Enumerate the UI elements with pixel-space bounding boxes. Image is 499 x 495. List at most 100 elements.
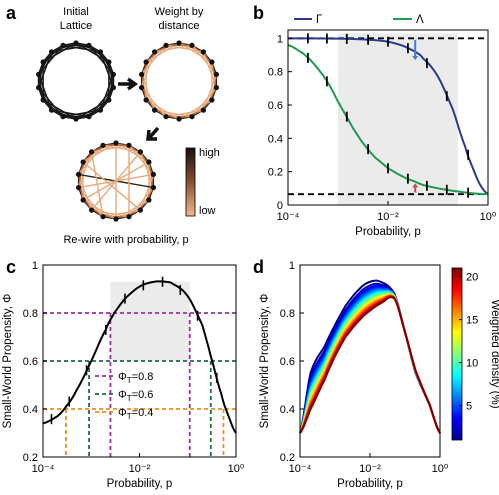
lattice-node — [143, 59, 149, 65]
lattice-node — [75, 184, 82, 191]
lattice-edge — [91, 144, 130, 153]
lattice-node — [189, 42, 195, 48]
lattice-edge — [102, 144, 141, 153]
d-ytick-label: 0.4 — [280, 404, 295, 416]
lattice-node — [138, 84, 145, 91]
lattice-node — [209, 59, 215, 65]
c-series-phi-line — [42, 280, 237, 434]
lattice-node — [86, 42, 92, 48]
b-ytick-label: 0.4 — [268, 133, 283, 145]
lattice-node — [80, 197, 86, 203]
lattice-node — [60, 114, 66, 120]
lattice-node — [126, 142, 132, 148]
d-colorbar-tick-label: 10 — [466, 358, 478, 370]
b-xtick-label: 10⁻⁴ — [277, 211, 300, 223]
c-xlabel: Probability, p — [107, 478, 173, 490]
lattice-node — [97, 49, 104, 55]
b-ytick-label: 0.6 — [268, 100, 283, 112]
d-colorbar-tick-label: 5 — [466, 401, 472, 413]
d-xtick-label: 10⁰ — [432, 463, 449, 475]
d-colorbar-tick-label: 15 — [466, 315, 478, 327]
lattice-node — [40, 59, 46, 65]
b-ytick-label: 1 — [277, 33, 283, 45]
lattice-node — [138, 71, 145, 78]
lattice-node — [88, 149, 95, 155]
lattice-edge — [51, 44, 90, 53]
lattice-node — [151, 49, 158, 55]
b-legend-lambda-label: Λ — [416, 14, 424, 26]
weight-by-distance-label-1: Weight by — [155, 6, 204, 18]
lattice-node — [176, 116, 182, 122]
panel-label-c: c — [6, 257, 16, 277]
lattice-node — [35, 84, 42, 91]
panel-label-a: a — [6, 3, 17, 23]
lattice-node — [110, 84, 117, 91]
b-ytick-label: 0 — [277, 200, 283, 212]
arrow-right-icon — [118, 77, 139, 91]
lattice-node — [100, 142, 106, 148]
lattice-node — [126, 214, 132, 220]
lattice-node — [146, 197, 152, 203]
d-ytick-label: 1 — [289, 260, 295, 272]
colorbar-high-label: high — [199, 147, 220, 159]
lattice-node — [163, 114, 169, 120]
lattice-node — [73, 40, 79, 46]
c-legend-label: ΦT=0.4 — [118, 407, 153, 421]
c-ytick-label: 0.6 — [23, 356, 38, 368]
lattice-node — [213, 84, 220, 91]
lattice-node — [151, 107, 158, 113]
b-ytick-label: 0.2 — [268, 167, 283, 179]
lattice-node — [137, 149, 144, 155]
lattice-node — [106, 59, 112, 65]
lattice-node — [73, 116, 79, 122]
d-ytick-label: 0.6 — [280, 356, 295, 368]
c-legend-label: ΦT=0.6 — [118, 389, 153, 403]
b-xtick-label: 10⁰ — [480, 211, 497, 223]
lattice-node — [100, 214, 106, 220]
panel-d-chart: 10⁻⁴ 10⁻² 10⁰ 0.2 0.4 0.6 0.8 1 Probability, p Sm… — [259, 260, 499, 490]
lattice-node — [150, 171, 157, 178]
panel-label-b: b — [253, 3, 264, 23]
d-ytick-label: 0.2 — [280, 452, 295, 464]
c-ylabel: Small-World Propensity, Φ — [2, 294, 14, 429]
d-xtick-label: 10⁻² — [359, 463, 381, 475]
c-ytick-label: 1 — [32, 260, 38, 272]
d-density-series-line — [299, 296, 441, 434]
lattice-node — [48, 49, 55, 55]
b-legend-gamma-label: Γ — [316, 14, 323, 26]
lattice-node — [60, 42, 66, 48]
lattice-node — [75, 171, 82, 178]
arrow-down-left-icon — [146, 126, 160, 141]
d-colorbar-label: Weighted density (%) — [489, 299, 499, 408]
panel-c-chart: ΦT=0.8 ΦT=0.6 ΦT=0.4 10⁻⁴ 10⁻² 10⁰ 0.2 0.4 0.6 0.… — [2, 260, 245, 490]
c-ytick-label: 0.8 — [23, 308, 38, 320]
lattice-node — [113, 140, 119, 146]
copper-colorbar — [185, 147, 196, 217]
d-ylabel: Small-World Propensity, Φ — [259, 294, 271, 429]
lattice-node — [143, 97, 149, 103]
lattice-node — [80, 159, 86, 165]
lattice-node — [176, 40, 182, 46]
lattice-node — [200, 49, 207, 55]
lattice-node — [40, 97, 46, 103]
lattice-node — [189, 114, 195, 120]
lattice-node — [137, 207, 144, 213]
rewired-edge — [78, 173, 154, 189]
b-shaded-region — [338, 33, 458, 206]
lattice-edge — [165, 44, 204, 53]
lattice-node — [88, 207, 95, 213]
b-red-arrow-icon — [412, 183, 419, 188]
c-ytick-label: 0.2 — [23, 452, 38, 464]
panel-b-chart: 10⁻⁴ 10⁻² 10⁰ 0 0.2 0.4 0.6 0.8 1 Probability, p Γ… — [268, 14, 497, 238]
panel-label-d: d — [253, 257, 264, 277]
b-xlabel: Probability, p — [355, 226, 421, 238]
b-ytick-label: 0.8 — [268, 67, 283, 79]
lattice-edge — [154, 44, 193, 53]
colorbar-low-label: low — [199, 205, 216, 217]
b-series-gamma-line — [288, 37, 489, 195]
d-xlabel: Probability, p — [337, 478, 403, 490]
lattice-node — [146, 159, 152, 165]
lattice-node — [110, 71, 117, 78]
d-colorbar-tick-label: 20 — [466, 272, 478, 284]
